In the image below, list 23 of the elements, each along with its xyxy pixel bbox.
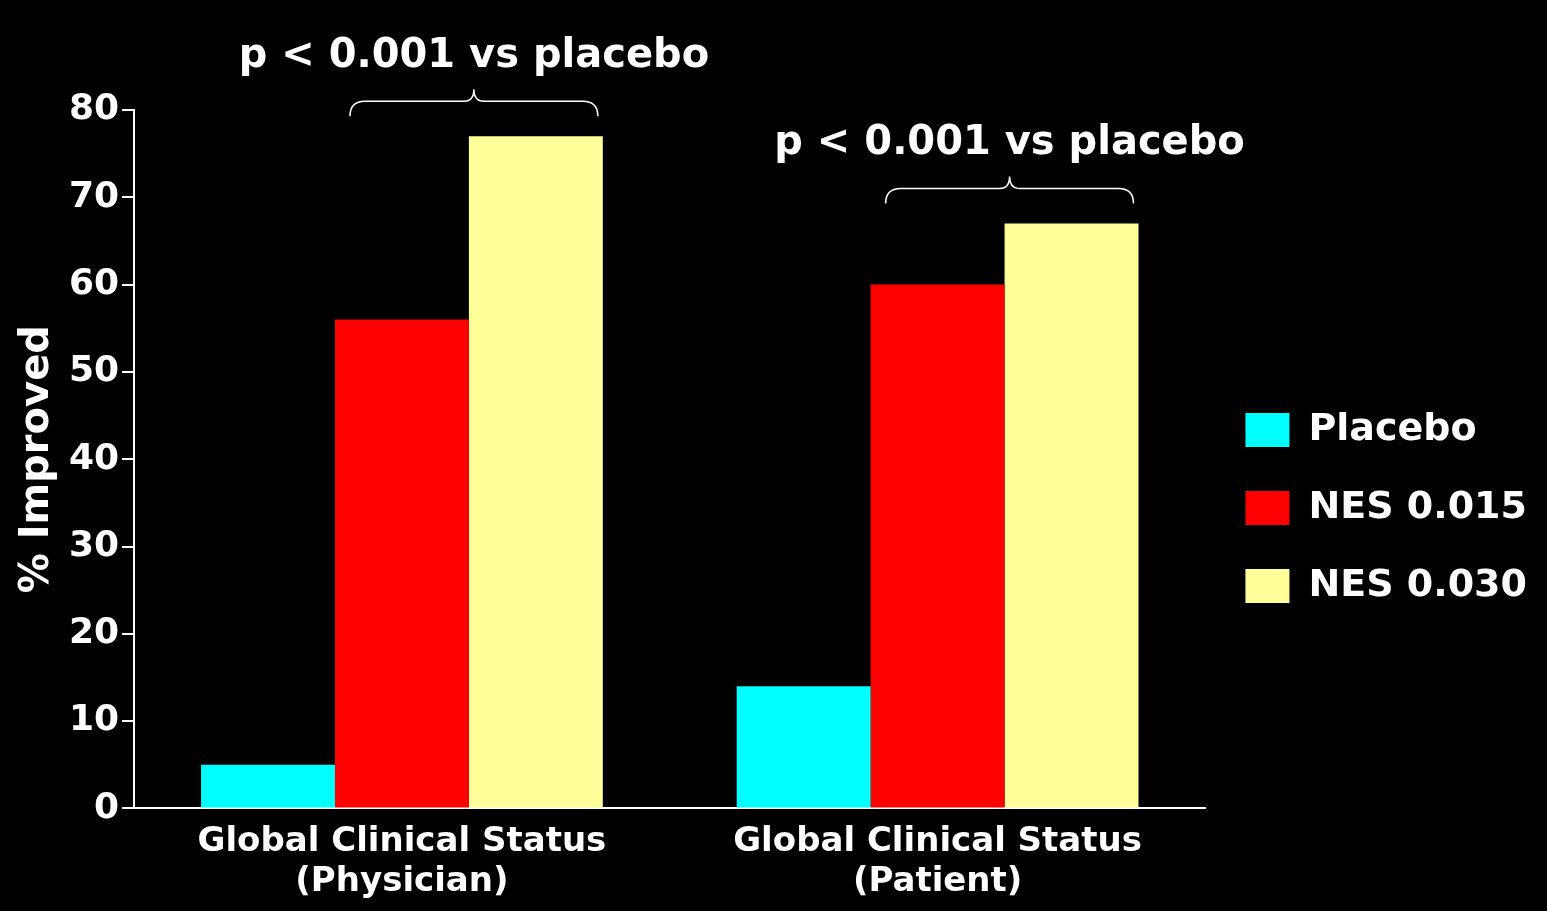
y-tick-label: 80 bbox=[68, 86, 120, 128]
bar bbox=[468, 136, 603, 808]
y-tick-label: 70 bbox=[68, 173, 120, 215]
bar bbox=[334, 319, 469, 808]
y-axis-title: % Improved bbox=[11, 325, 58, 594]
bar bbox=[1004, 223, 1139, 808]
bar bbox=[736, 686, 871, 808]
y-tick-label: 0 bbox=[94, 784, 120, 826]
y-tick-label: 20 bbox=[68, 610, 120, 652]
y-tick-label: 50 bbox=[68, 348, 120, 390]
x-tick-label: Global Clinical Status (Patient) bbox=[733, 818, 1142, 900]
bar bbox=[870, 284, 1005, 808]
y-tick-label: 30 bbox=[68, 522, 120, 564]
annotation: p < 0.001 vs placebo bbox=[774, 116, 1245, 163]
legend-label: NES 0.030 bbox=[1308, 560, 1528, 605]
legend-label: NES 0.015 bbox=[1308, 482, 1528, 527]
bar bbox=[201, 764, 335, 808]
y-tick-label: 40 bbox=[68, 435, 120, 477]
legend-label: Placebo bbox=[1308, 404, 1477, 449]
y-tick-label: 60 bbox=[68, 260, 120, 302]
text: p < 0.001 vs placebo bbox=[238, 29, 710, 76]
y-tick-label: 10 bbox=[68, 697, 120, 739]
x-tick-label: Global Clinical Status (Physician) bbox=[197, 818, 607, 900]
